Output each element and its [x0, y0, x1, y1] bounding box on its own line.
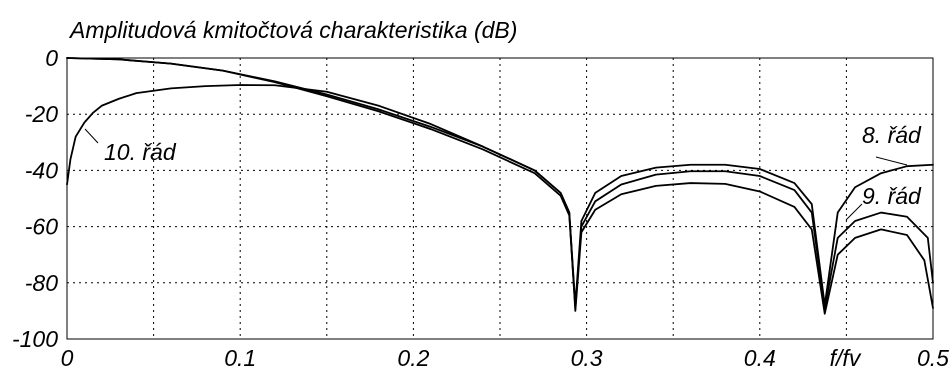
chart-title: Amplitudová kmitočtová charakteristika (…	[68, 17, 517, 43]
series-layer	[66, 57, 934, 315]
x-tick-label-1: 0.1	[224, 345, 256, 371]
y-tick-label-5: -100	[12, 326, 58, 352]
annotation-8-rad: 8. řád	[862, 122, 922, 148]
plot-frame	[66, 57, 934, 340]
x-tick-label-0: 0	[61, 345, 74, 371]
y-tick-label-3: -60	[25, 214, 58, 240]
annotation-line-9-rad	[845, 203, 863, 221]
y-tick-label-1: -20	[25, 101, 58, 127]
y-tick-label-0: 0	[45, 45, 58, 71]
annotation-10-rad: 10. řád	[104, 139, 177, 165]
x-tick-label-2: 0.2	[397, 345, 429, 371]
y-tick-label-2: -40	[25, 157, 58, 183]
series-line-2	[66, 84, 934, 315]
annotation-line-10-rad	[84, 128, 99, 144]
annotation-line-8-rad	[875, 156, 908, 166]
x-tick-label-5: 0.5	[917, 345, 949, 371]
tick-layer: 0 0.1 0.2 0.3 0.4 0.5 0 -20 -40 -60 -80 -100	[12, 45, 949, 371]
x-axis-label: f/fv	[830, 345, 862, 371]
annotation-9-rad: 9. řád	[862, 183, 922, 209]
y-tick-label-4: -80	[25, 270, 58, 296]
grid-layer	[67, 58, 933, 339]
x-tick-label-3: 0.3	[571, 345, 603, 371]
series-line-1	[66, 57, 934, 309]
x-tick-label-4: 0.4	[744, 345, 776, 371]
